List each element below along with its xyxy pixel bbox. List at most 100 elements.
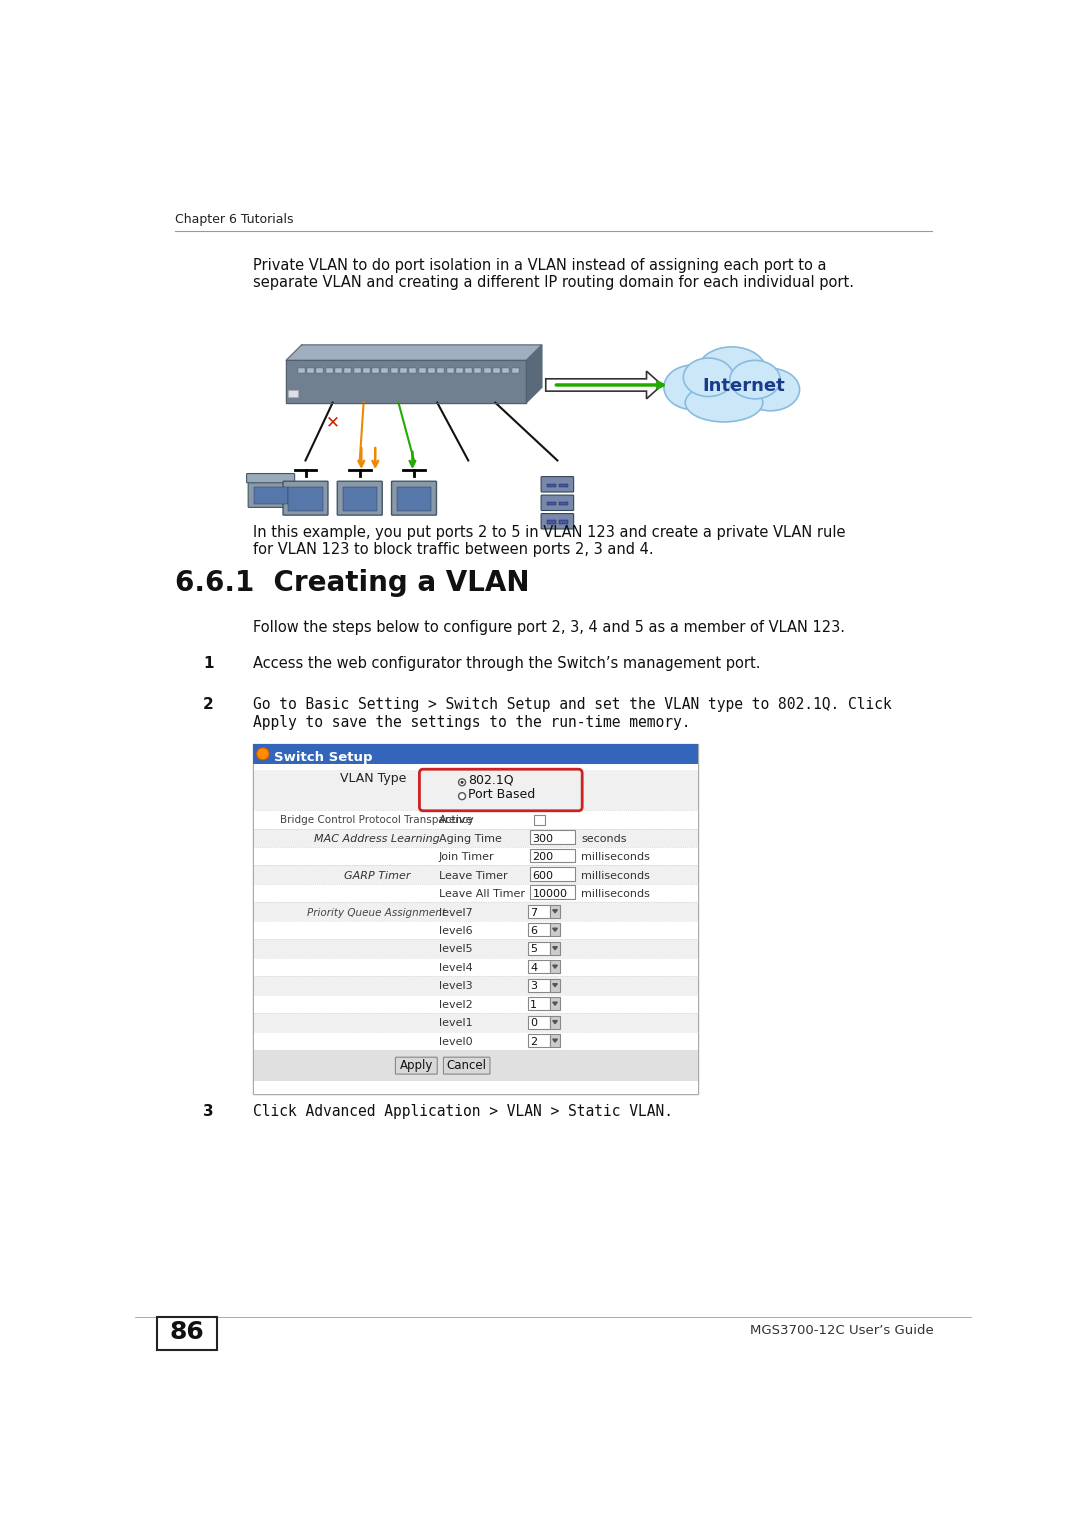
Bar (528, 997, 550, 1011)
Text: 10000: 10000 (532, 889, 568, 899)
FancyBboxPatch shape (541, 476, 573, 492)
FancyBboxPatch shape (541, 495, 573, 510)
Bar (254, 770, 698, 809)
Text: Switch Setup: Switch Setup (274, 751, 373, 764)
Text: 3: 3 (530, 982, 537, 991)
Text: Cancel: Cancel (447, 1058, 487, 1072)
Text: level3: level3 (438, 982, 472, 991)
Text: separate VLAN and creating a different IP routing domain for each individual por: separate VLAN and creating a different I… (253, 275, 854, 290)
Bar (381, 368, 389, 373)
Bar (550, 942, 561, 954)
Text: 1: 1 (530, 1000, 537, 1009)
Text: 802.1Q: 802.1Q (469, 774, 514, 786)
Bar (528, 1015, 550, 1029)
Bar (428, 368, 435, 373)
Polygon shape (545, 371, 662, 399)
Text: 6: 6 (530, 925, 537, 936)
Text: level5: level5 (438, 945, 472, 954)
FancyBboxPatch shape (248, 481, 293, 507)
Text: milliseconds: milliseconds (581, 852, 650, 863)
Bar (254, 902, 698, 921)
Bar (528, 942, 550, 954)
Polygon shape (526, 345, 542, 403)
Text: 7: 7 (530, 907, 538, 918)
Bar (254, 829, 698, 847)
Text: Active: Active (438, 815, 473, 825)
Bar (528, 979, 550, 991)
Bar (559, 521, 568, 524)
Ellipse shape (664, 365, 723, 409)
Text: Click Advanced Application > VLAN > Static VLAN.: Click Advanced Application > VLAN > Stat… (253, 1104, 673, 1119)
Ellipse shape (697, 347, 767, 397)
Bar (254, 1051, 698, 1081)
Bar (298, 368, 305, 373)
Text: 200: 200 (532, 852, 554, 863)
Bar (326, 368, 333, 373)
FancyBboxPatch shape (541, 513, 573, 528)
Bar (157, 1318, 217, 1350)
Text: Join Timer: Join Timer (438, 852, 495, 863)
Bar (353, 368, 361, 373)
Bar (419, 368, 426, 373)
Text: Internet: Internet (702, 377, 785, 395)
Text: Leave Timer: Leave Timer (438, 870, 508, 881)
Bar (530, 886, 576, 899)
Bar (528, 924, 550, 936)
Text: 4: 4 (530, 964, 538, 973)
Bar (559, 502, 568, 505)
Text: level6: level6 (438, 925, 472, 936)
Bar (253, 744, 699, 1095)
Bar (335, 368, 342, 373)
Bar (546, 484, 556, 487)
Bar (530, 849, 576, 863)
Text: Private VLAN to do port isolation in a VLAN instead of assigning each port to a: Private VLAN to do port isolation in a V… (253, 258, 826, 273)
Polygon shape (553, 947, 557, 950)
Bar (550, 904, 561, 918)
Bar (550, 924, 561, 936)
Bar (253, 744, 699, 764)
Bar (400, 368, 407, 373)
Bar (409, 368, 416, 373)
Bar (391, 368, 397, 373)
Bar (528, 904, 550, 918)
Text: 86: 86 (170, 1319, 204, 1344)
Ellipse shape (460, 780, 463, 783)
Bar (316, 368, 323, 373)
Bar (546, 521, 556, 524)
Bar (550, 979, 561, 991)
Text: seconds: seconds (581, 834, 626, 843)
Ellipse shape (257, 748, 269, 760)
Bar (494, 368, 500, 373)
Text: VLAN Type: VLAN Type (340, 773, 406, 785)
Bar (465, 368, 472, 373)
Bar (397, 487, 431, 512)
Bar (474, 368, 482, 373)
Bar (254, 976, 698, 994)
Bar (550, 1034, 561, 1048)
Bar (546, 502, 556, 505)
Text: Port Based: Port Based (469, 788, 536, 800)
Bar (559, 484, 568, 487)
Bar (342, 487, 377, 512)
Polygon shape (286, 360, 526, 403)
Bar (550, 960, 561, 973)
Bar (550, 1015, 561, 1029)
Text: level0: level0 (438, 1037, 472, 1048)
Text: 1: 1 (203, 657, 214, 672)
Bar (288, 487, 323, 512)
FancyBboxPatch shape (337, 481, 382, 515)
FancyBboxPatch shape (395, 1057, 437, 1073)
Bar (530, 831, 576, 844)
Bar (254, 939, 698, 957)
Text: Aging Time: Aging Time (438, 834, 502, 843)
Text: 0: 0 (530, 1019, 537, 1028)
Text: 3: 3 (203, 1104, 214, 1119)
Text: 300: 300 (532, 834, 554, 843)
Text: milliseconds: milliseconds (581, 870, 650, 881)
Ellipse shape (459, 779, 465, 786)
Bar (437, 368, 444, 373)
Polygon shape (553, 928, 557, 931)
Text: Leave All Timer: Leave All Timer (438, 889, 525, 899)
Polygon shape (553, 1002, 557, 1005)
Bar (254, 764, 698, 1095)
